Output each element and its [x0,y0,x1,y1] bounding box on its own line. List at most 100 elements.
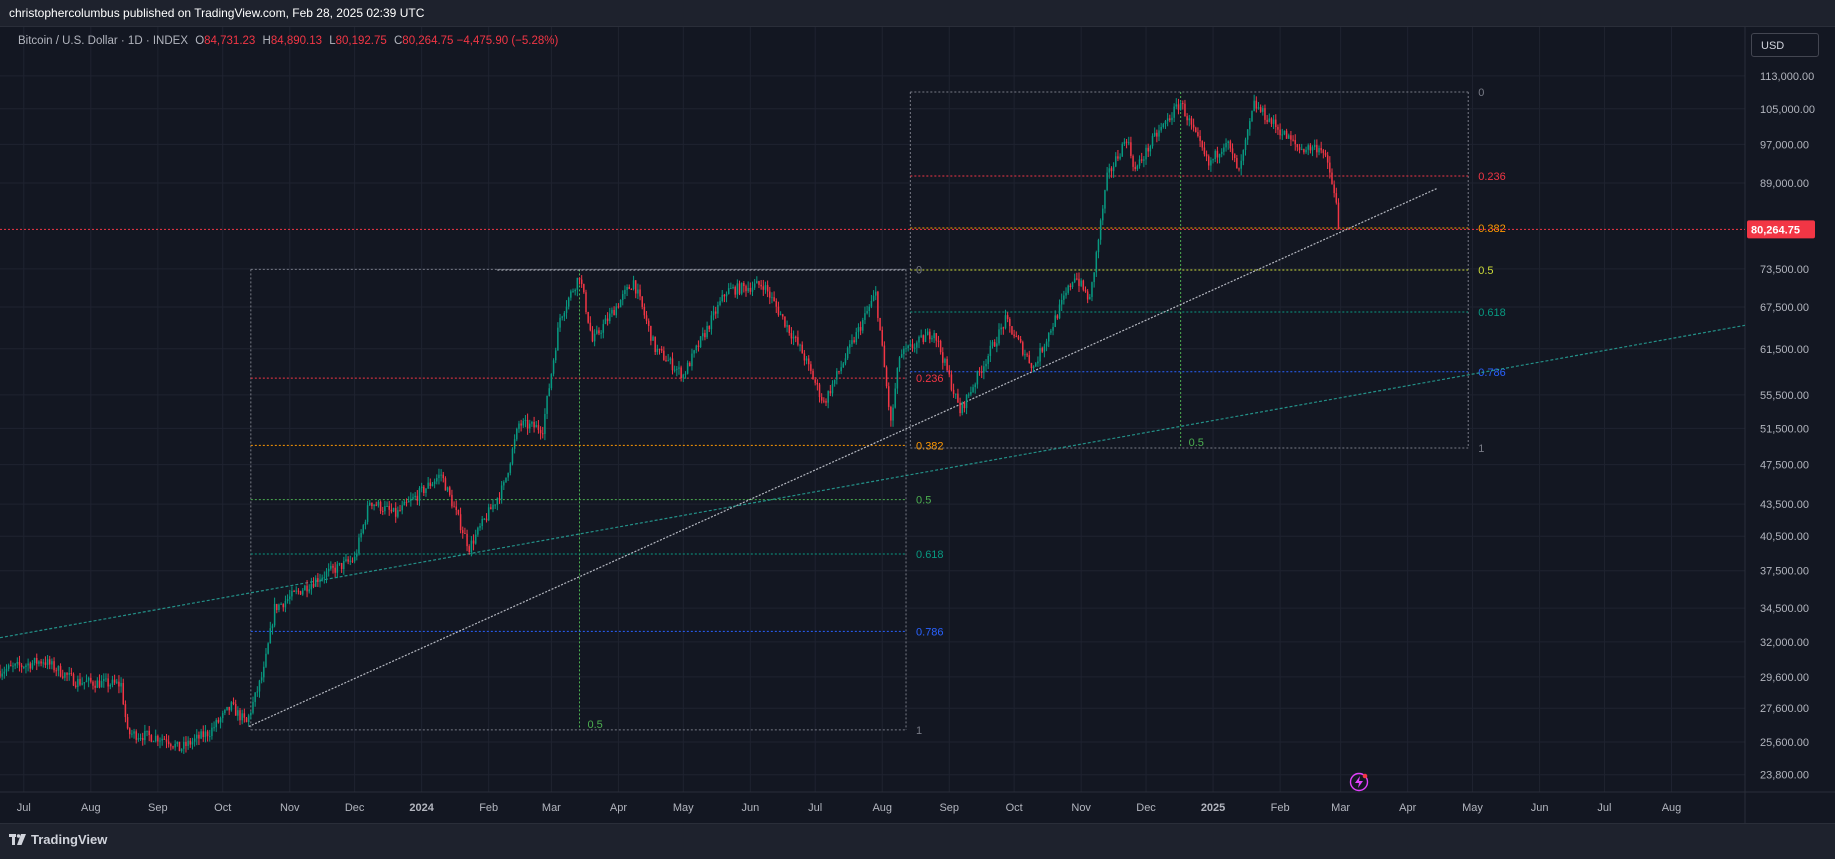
candle-body [509,463,512,473]
candle-body [139,738,142,740]
tradingview-logo-icon [9,833,26,845]
candle-body [498,498,501,500]
candle-body [215,719,217,728]
price-chart[interactable]: 113,000.00 105,000.00 97,000.00 89,000.00 73… [0,27,1835,823]
candle-body [548,388,550,396]
candle-body [942,352,944,363]
candle-body [628,286,630,289]
time-tick-label: Aug [872,802,892,814]
candle-body [20,665,23,668]
candle-body [874,291,877,296]
candle-body [976,371,979,385]
candle-body [764,285,767,290]
candle-body [736,283,739,295]
candle-body [1017,336,1020,339]
candle-body [814,379,816,383]
candle-body [105,678,107,680]
symbol-name: Bitcoin / U.S. Dollar · 1D · INDEX [18,35,188,47]
candle-body [1287,135,1290,139]
candle-body [948,370,951,375]
fib-level-label: 0.382 [1478,223,1506,235]
candle-body [27,663,29,666]
candle-body [1106,172,1108,191]
alert-bolt-icon[interactable] [1349,772,1369,792]
candle-body [449,487,451,495]
candle-body [219,718,222,723]
candle-body [734,286,736,295]
time-tick-label: Sep [939,802,959,814]
candle-body [206,731,209,737]
candle-body [1102,208,1104,221]
candle-body [637,289,639,294]
chart-area[interactable]: 113,000.00 105,000.00 97,000.00 89,000.00 73… [0,27,1835,823]
candle-body [524,419,527,421]
candle-body [619,299,622,308]
candle-body [479,526,481,528]
candle-body [833,379,836,384]
candle-body [401,505,403,511]
candle-body [544,413,546,434]
tradingview-brand[interactable]: TradingView [9,832,107,847]
candle-body [613,309,615,316]
candle-body [1238,168,1240,170]
candle-body [381,510,384,512]
candle-body [924,335,927,342]
candle-body [745,286,747,292]
candle-body [299,591,302,595]
candle-body [340,563,343,570]
time-tick-label: May [1462,802,1483,814]
candle-body [124,704,127,718]
fib-level-label: 0.786 [916,626,944,638]
candle-body [1244,139,1247,151]
candle-body [1182,103,1184,105]
candle-body [660,348,663,351]
candle-body [371,502,373,507]
candle-body [66,672,68,675]
candle-body [965,394,968,409]
candle-body [877,291,879,318]
price-scale-panel[interactable] [1745,27,1835,823]
candle-body [87,677,90,681]
candle-body [442,474,445,479]
candle-body [507,472,509,478]
candle-body [807,358,810,365]
time-tick-label: Dec [1136,802,1156,814]
candle-body [241,713,243,721]
candle-body [31,662,34,669]
candle-body [1089,296,1091,300]
candle-body [704,333,706,338]
candle-body [107,678,109,687]
candle-body [1000,327,1002,330]
candle-body [1275,119,1277,128]
candle-body [1076,278,1078,280]
candle-body [702,333,704,337]
candle-body [870,300,873,307]
candle-body [987,355,989,364]
candle-body [301,590,304,595]
candle-body [1309,145,1312,151]
long-trendline[interactable] [0,324,1746,639]
candle-body [85,680,88,683]
candle-body [483,518,486,520]
candle-body [1212,159,1214,161]
candle-body [470,540,473,553]
candle-body [632,280,635,290]
candle-body [25,665,27,668]
candle-body [167,741,170,745]
candle-body [429,482,432,487]
candle-body [1069,285,1072,287]
candle-body [513,439,516,449]
last-price-badge[interactable] [1747,220,1815,239]
candle-body [451,494,453,507]
currency-button[interactable]: USD [1751,33,1819,57]
candle-body [358,537,360,554]
support-trendline[interactable] [248,187,1439,728]
candle-body [803,353,806,361]
candle-body [96,680,99,688]
candle-body [247,715,250,723]
candle-body [993,342,996,347]
candle-body [693,350,695,354]
candle-body [1337,202,1340,230]
price-tick-label: 61,500.00 [1760,344,1809,356]
publish-header: christophercolumbus published on Trading… [0,0,1835,27]
